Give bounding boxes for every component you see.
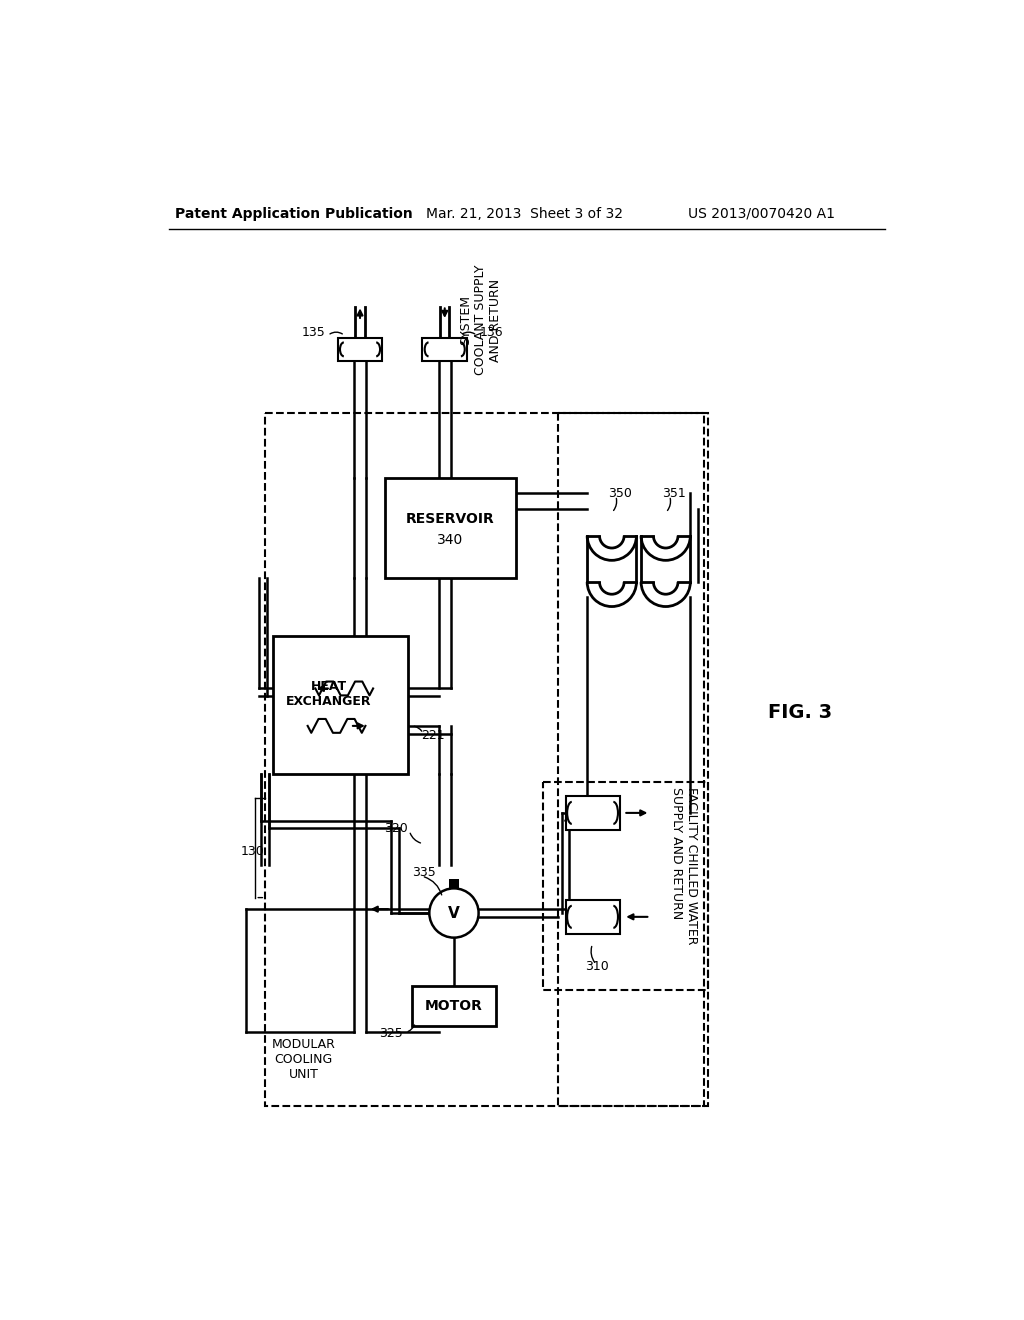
Text: 221: 221: [422, 729, 445, 742]
Text: Mar. 21, 2013  Sheet 3 of 32: Mar. 21, 2013 Sheet 3 of 32: [426, 207, 624, 220]
Text: RESERVOIR: RESERVOIR: [406, 512, 495, 525]
Bar: [412, 986, 497, 1026]
Text: 335: 335: [412, 866, 435, 879]
Text: 351: 351: [662, 487, 686, 500]
Text: 130: 130: [241, 845, 264, 858]
Text: 310: 310: [585, 961, 608, 973]
Bar: [565, 900, 620, 933]
Text: US 2013/0070420 A1: US 2013/0070420 A1: [688, 207, 836, 220]
Text: Patent Application Publication: Patent Application Publication: [175, 207, 413, 220]
Bar: [265, 412, 705, 1105]
Text: MODULAR
COOLING
UNIT: MODULAR COOLING UNIT: [272, 1038, 336, 1081]
Bar: [422, 338, 467, 360]
Text: HEAT
EXCHANGER: HEAT EXCHANGER: [286, 680, 372, 708]
Text: V: V: [449, 906, 460, 920]
Bar: [565, 796, 620, 830]
Text: SYSTEM
COOLANT SUPPLY
AND RETURN: SYSTEM COOLANT SUPPLY AND RETURN: [460, 265, 503, 375]
Text: 135: 135: [302, 326, 326, 339]
Text: FIG. 3: FIG. 3: [768, 704, 833, 722]
Text: 325: 325: [379, 1027, 402, 1040]
Bar: [558, 412, 708, 1105]
Bar: [273, 636, 408, 775]
Text: 340: 340: [437, 533, 463, 548]
Bar: [450, 879, 459, 888]
Bar: [338, 338, 382, 360]
Text: FACILITY CHILLED WATER
SUPPLY AND RETURN: FACILITY CHILLED WATER SUPPLY AND RETURN: [670, 787, 697, 944]
Circle shape: [429, 888, 478, 937]
Text: 350: 350: [608, 487, 632, 500]
Bar: [543, 781, 708, 990]
Text: 136: 136: [479, 326, 503, 339]
Bar: [385, 478, 515, 578]
Text: MOTOR: MOTOR: [425, 999, 483, 1014]
Text: 320: 320: [384, 822, 408, 834]
